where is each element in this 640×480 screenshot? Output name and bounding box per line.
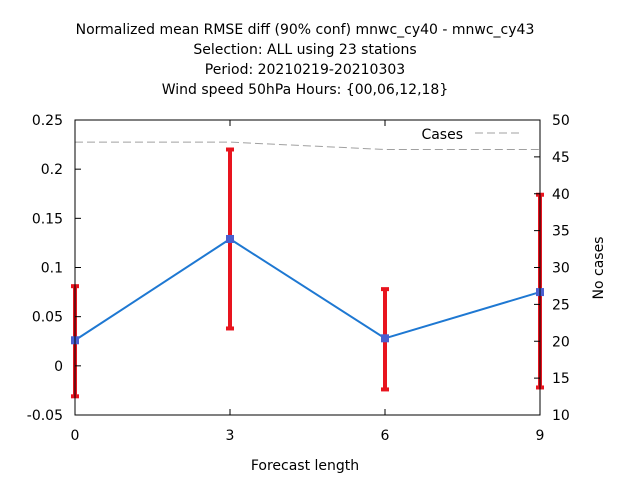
rmse-diff-line	[74, 237, 541, 342]
x-tick-label: 0	[71, 428, 80, 444]
cases-series-line	[75, 141, 540, 150]
x-axis-label: Forecast length	[251, 458, 359, 474]
legend-cases-label: Cases	[421, 127, 463, 143]
data-point	[381, 334, 389, 343]
y-tick-label: 0.25	[32, 113, 63, 129]
axes-layer: -0.0500.050.10.150.20.251015202530354045…	[27, 113, 570, 444]
x-tick-label: 9	[536, 428, 545, 444]
legend: Cases	[421, 127, 520, 143]
y2-tick-label: 25	[552, 297, 570, 313]
y-tick-label: 0.1	[41, 261, 63, 277]
chart-title: Normalized mean RMSE diff (90% conf) mnw…	[76, 22, 535, 98]
title-line-2: Selection: ALL using 23 stations	[193, 42, 416, 58]
y-tick-label: -0.05	[27, 408, 63, 424]
x-tick-label: 3	[226, 428, 235, 444]
error-bars-layer	[71, 147, 544, 399]
title-line-3: Period: 20210219-20210303	[205, 62, 405, 78]
series-layer	[71, 234, 544, 345]
y2-tick-label: 45	[552, 150, 570, 166]
y2-tick-label: 15	[552, 371, 570, 387]
y2-axis-label: No cases	[591, 237, 607, 300]
cases-layer	[75, 141, 540, 150]
data-point	[226, 234, 234, 243]
y-tick-label: 0.05	[32, 310, 63, 326]
y2-tick-label: 10	[552, 408, 570, 424]
plot-frame	[74, 119, 541, 416]
y2-tick-label: 30	[552, 261, 570, 277]
title-line-4: Wind speed 50hPa Hours: {00,06,12,18}	[162, 82, 449, 98]
y-tick-label: 0	[54, 359, 63, 375]
y2-tick-label: 40	[552, 187, 570, 203]
y2-tick-label: 50	[552, 113, 570, 129]
y-tick-label: 0.2	[41, 162, 63, 178]
y-tick-label: 0.15	[32, 211, 63, 227]
x-tick-label: 6	[381, 428, 390, 444]
y2-tick-label: 20	[552, 334, 570, 350]
y2-tick-label: 35	[552, 224, 570, 240]
title-line-1: Normalized mean RMSE diff (90% conf) mnw…	[76, 22, 535, 38]
